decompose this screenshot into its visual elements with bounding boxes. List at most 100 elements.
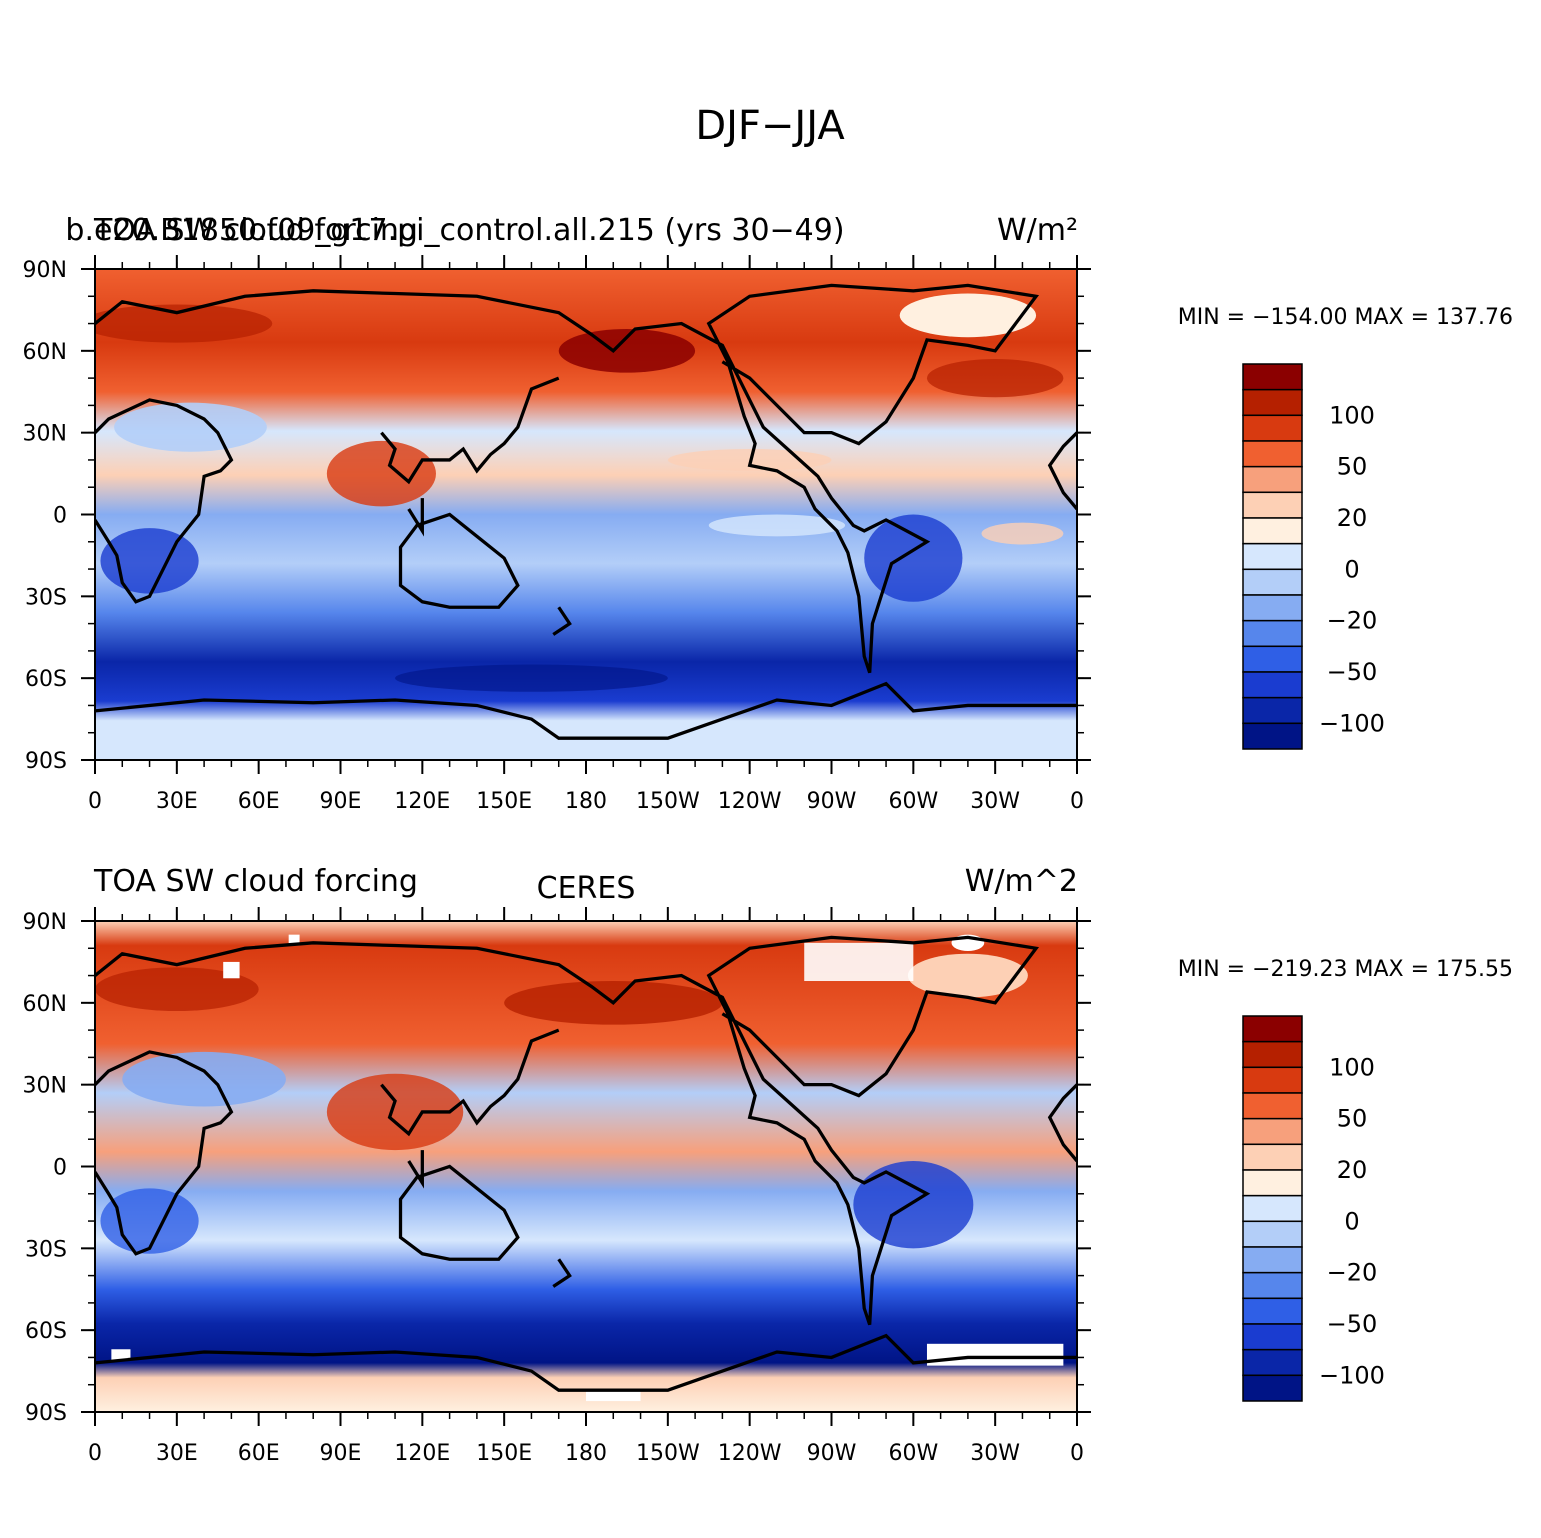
y-tick-label: 90N [23, 910, 67, 935]
legend-label: 20 [1337, 504, 1368, 532]
map-field [95, 921, 1077, 1412]
field-patch [558, 329, 696, 373]
legend-swatch [1242, 1143, 1303, 1171]
legend-swatch [1242, 1323, 1303, 1351]
legend-swatch [1242, 363, 1303, 391]
legend-label: −100 [1319, 709, 1385, 737]
y-tick-label: 30S [25, 1237, 67, 1262]
x-tick-label: 150E [476, 1441, 532, 1466]
legend-label: −50 [1327, 658, 1378, 686]
map-panel-ceres: TOA SW cloud forcing CERES W/m^2 MIN = −… [23, 864, 1513, 1466]
y-tick-label: 0 [53, 504, 67, 529]
map-frame: 0 30E 60E 90E 120E 150E 180 150W 120W 90W 60W 30W 09… [23, 255, 1091, 814]
legend-swatch [1242, 1015, 1303, 1043]
y-tick-label: 60S [25, 1319, 67, 1344]
legend-swatch [1242, 388, 1303, 417]
x-tick-label: 0 [1070, 789, 1084, 814]
y-tick-label: 90N [23, 258, 67, 283]
panel-stats: MIN = −154.00 MAX = 137.76 [1178, 305, 1513, 330]
panel-units: W/m² [997, 213, 1078, 248]
field-patch [864, 514, 963, 602]
y-tick-label: 0 [53, 1156, 67, 1181]
panel-title-left: TOA SW cloud forcing [93, 213, 418, 248]
legend-swatch [1242, 1246, 1303, 1274]
x-tick-label: 60E [238, 1441, 280, 1466]
field-patch [95, 304, 273, 343]
legend-swatch [1242, 696, 1303, 725]
x-tick-label: 60W [888, 1441, 938, 1466]
panel-title-center: b.e20.B1850.f09_g17.pi_control.all.215 (… [65, 213, 844, 248]
field-patch [100, 1188, 199, 1254]
legend-label: −100 [1319, 1361, 1385, 1389]
legend-swatch [1242, 671, 1303, 699]
y-tick-label: 60N [23, 340, 67, 365]
legend-swatch [1242, 517, 1303, 545]
legend-swatch [1242, 1066, 1303, 1094]
x-tick-label: 30E [156, 1441, 198, 1466]
field-missing [586, 1390, 641, 1402]
y-tick-label: 60N [23, 992, 67, 1017]
x-tick-label: 180 [565, 789, 607, 814]
x-tick-label: 90W [807, 789, 857, 814]
field-patch [122, 1051, 286, 1107]
legend-label: 0 [1344, 555, 1359, 583]
legend-swatch [1242, 1297, 1303, 1325]
legend-swatch [1242, 1374, 1303, 1402]
panel-stats: MIN = −219.23 MAX = 175.55 [1178, 957, 1513, 982]
legend-swatch [1242, 1117, 1303, 1146]
x-tick-label: 30E [156, 789, 198, 814]
legend-swatch [1242, 645, 1303, 673]
legend-label: −50 [1327, 1310, 1378, 1338]
x-tick-label: 0 [88, 789, 102, 814]
legend-swatch [1242, 414, 1303, 442]
legend-swatch [1242, 594, 1303, 622]
y-tick-label: 30N [23, 422, 67, 447]
field-missing [288, 934, 300, 946]
x-tick-label: 30W [970, 1441, 1020, 1466]
legend-swatch [1242, 568, 1303, 596]
legend-label: 100 [1329, 401, 1375, 429]
color-legend: 100 50 20 0 −20 −50 −100 [1242, 1015, 1385, 1402]
panel-units: W/m^2 [965, 864, 1078, 899]
legend-swatch [1242, 1092, 1303, 1120]
legend-swatch [1242, 465, 1303, 494]
legend-label: 0 [1344, 1207, 1359, 1235]
legend-label: −20 [1327, 607, 1378, 635]
x-tick-label: 90E [320, 789, 362, 814]
legend-swatch [1242, 440, 1303, 468]
figure-title: DJF−JJA [695, 103, 845, 149]
field-missing [111, 1349, 131, 1361]
legend-label: 50 [1337, 1105, 1368, 1133]
map-field [95, 269, 1077, 760]
field-patch [95, 967, 259, 1012]
panel-title-center: CERES [537, 871, 636, 906]
field-patch [395, 664, 668, 692]
x-tick-label: 30W [970, 789, 1020, 814]
legend-swatch [1242, 1040, 1303, 1069]
legend-swatch [1242, 491, 1303, 519]
y-tick-label: 60S [25, 667, 67, 692]
x-tick-label: 150W [636, 1441, 700, 1466]
legend-swatch [1242, 542, 1303, 571]
field-patch [114, 402, 267, 452]
x-tick-label: 90W [807, 1441, 857, 1466]
field-patch [907, 953, 1028, 998]
coastlines [95, 935, 1077, 1392]
x-tick-label: 120W [718, 789, 782, 814]
field-missing [804, 942, 914, 982]
legend-label: −20 [1327, 1259, 1378, 1287]
x-tick-label: 120W [718, 1441, 782, 1466]
color-legend: 100 50 20 0 −20 −50 −100 [1242, 363, 1385, 750]
x-tick-label: 60E [238, 789, 280, 814]
legend-swatch [1242, 619, 1303, 648]
x-tick-label: 150E [476, 789, 532, 814]
field-patch [708, 514, 846, 537]
legend-label: 100 [1329, 1053, 1375, 1081]
legend-label: 50 [1337, 453, 1368, 481]
y-tick-label: 30N [23, 1074, 67, 1099]
coastlines [95, 283, 1077, 740]
y-tick-label: 90S [25, 1401, 67, 1426]
field-missing [926, 1343, 1064, 1366]
field-patch [100, 528, 199, 594]
